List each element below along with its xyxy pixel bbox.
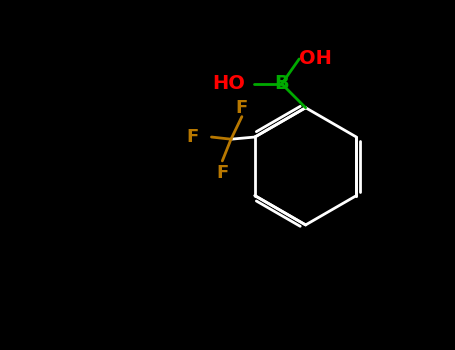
Text: B: B (274, 74, 289, 93)
Text: F: F (186, 128, 198, 146)
Text: OH: OH (299, 49, 332, 69)
Text: F: F (216, 164, 228, 182)
Text: F: F (236, 99, 248, 117)
Text: HO: HO (212, 74, 245, 93)
